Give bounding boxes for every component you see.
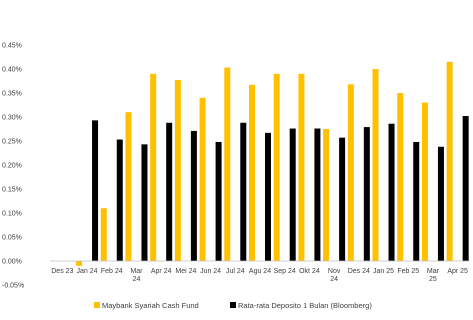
- bar-series-2-mar-24: [141, 144, 148, 261]
- bar-series-2-nov-24: [339, 137, 346, 261]
- legend-label-series-2: Rata-rata Deposito 1 Bulan (Bloomberg): [238, 301, 372, 310]
- x-tick-label: Mar 25: [427, 268, 440, 283]
- bar-series-1-sep-24: [273, 73, 280, 261]
- x-tick-label: Agu 24: [249, 268, 271, 275]
- bar-series-1-des-24: [347, 84, 354, 261]
- x-tick-label: Okt 24: [299, 268, 320, 275]
- bar-series-1-feb-24: [100, 208, 107, 261]
- y-tick-label: 0.45%: [2, 43, 22, 50]
- bar-series-2-apr-24: [166, 122, 173, 261]
- x-tick-label: Apr 24: [151, 268, 172, 275]
- x-tick-label: Jan 24: [77, 268, 98, 275]
- y-axis-ticks: 0.45% 0.40% 0.35% 0.30% 0.25% 0.20% 0.15% 0.10%…: [2, 43, 24, 290]
- legend: Maybank Syariah Cash Fund Rata-rata Depo…: [94, 301, 372, 310]
- bar-series-2-des-24: [363, 127, 370, 261]
- x-tick-label: Sep 24: [274, 268, 296, 275]
- legend-swatch-series-2: [230, 302, 236, 308]
- bar-series-1-jan-24: [76, 261, 83, 266]
- x-tick-label: Des 24: [348, 268, 370, 275]
- x-tick-label: Jul 24: [226, 268, 245, 275]
- bar-series-1-mar-25: [421, 102, 428, 261]
- bar-series-1-agu-24: [249, 84, 255, 261]
- bar-series-1-apr-24: [150, 73, 157, 261]
- bar-series-2-mar-25: [437, 146, 444, 261]
- y-tick-label: 0.40%: [2, 67, 22, 74]
- bar-series-1-jan-25: [372, 69, 379, 261]
- bar-series-1-feb-25: [397, 93, 404, 261]
- x-tick-label: Apr 25: [447, 268, 468, 275]
- y-tick-label: 0.05%: [2, 235, 22, 242]
- x-tick-label: Jan 25: [373, 268, 394, 275]
- x-tick-label: Jun 24: [200, 268, 221, 275]
- bar-series-1-mei-24: [174, 80, 181, 261]
- bar-series-2-mei-24: [190, 130, 197, 261]
- bars: [76, 61, 469, 266]
- bar-series-1-apr-25: [446, 61, 453, 261]
- y-tick-label: 0.15%: [2, 187, 22, 194]
- x-tick-label: Mei 24: [175, 268, 196, 275]
- bar-series-2-feb-24: [116, 139, 123, 261]
- bar-series-1-okt-24: [298, 73, 305, 261]
- y-tick-label: -0.05%: [2, 283, 24, 290]
- x-axis-ticks: Des 23 Jan 24 Feb 24 Mar 24 Apr 24 Mei 24 Jun 2…: [51, 268, 468, 283]
- bar-series-2-sep-24: [289, 128, 296, 261]
- x-tick-label: Nov 24: [328, 268, 341, 283]
- bar-series-1-jul-24: [224, 67, 231, 261]
- bar-series-2-okt-24: [314, 128, 321, 261]
- bar-series-2-feb-25: [413, 141, 420, 261]
- bar-series-2-apr-25: [462, 116, 469, 261]
- y-tick-label: 0.00%: [2, 259, 22, 266]
- y-tick-label: 0.20%: [2, 163, 22, 170]
- y-tick-label: 0.30%: [2, 115, 22, 122]
- y-tick-label: 0.35%: [2, 91, 22, 98]
- x-tick-label: Feb 25: [397, 268, 419, 275]
- legend-label-series-1: Maybank Syariah Cash Fund: [102, 301, 199, 310]
- bar-series-2-agu-24: [265, 132, 271, 261]
- bar-series-2-jul-24: [240, 122, 247, 261]
- bar-series-1-nov-24: [323, 129, 330, 261]
- bar-series-1-mar-24: [125, 112, 132, 261]
- x-tick-label: Des 23: [51, 268, 73, 275]
- bar-series-2-jun-24: [215, 141, 222, 261]
- bar-series-1-jun-24: [199, 97, 206, 261]
- x-tick-label: Feb 24: [101, 268, 123, 275]
- x-tick-label: Mar 24: [130, 268, 143, 283]
- legend-swatch-series-1: [94, 302, 100, 308]
- bar-series-2-jan-25: [388, 123, 395, 261]
- y-tick-label: 0.25%: [2, 139, 22, 146]
- bar-series-2-jan-24: [92, 120, 99, 261]
- y-tick-label: 0.10%: [2, 211, 22, 218]
